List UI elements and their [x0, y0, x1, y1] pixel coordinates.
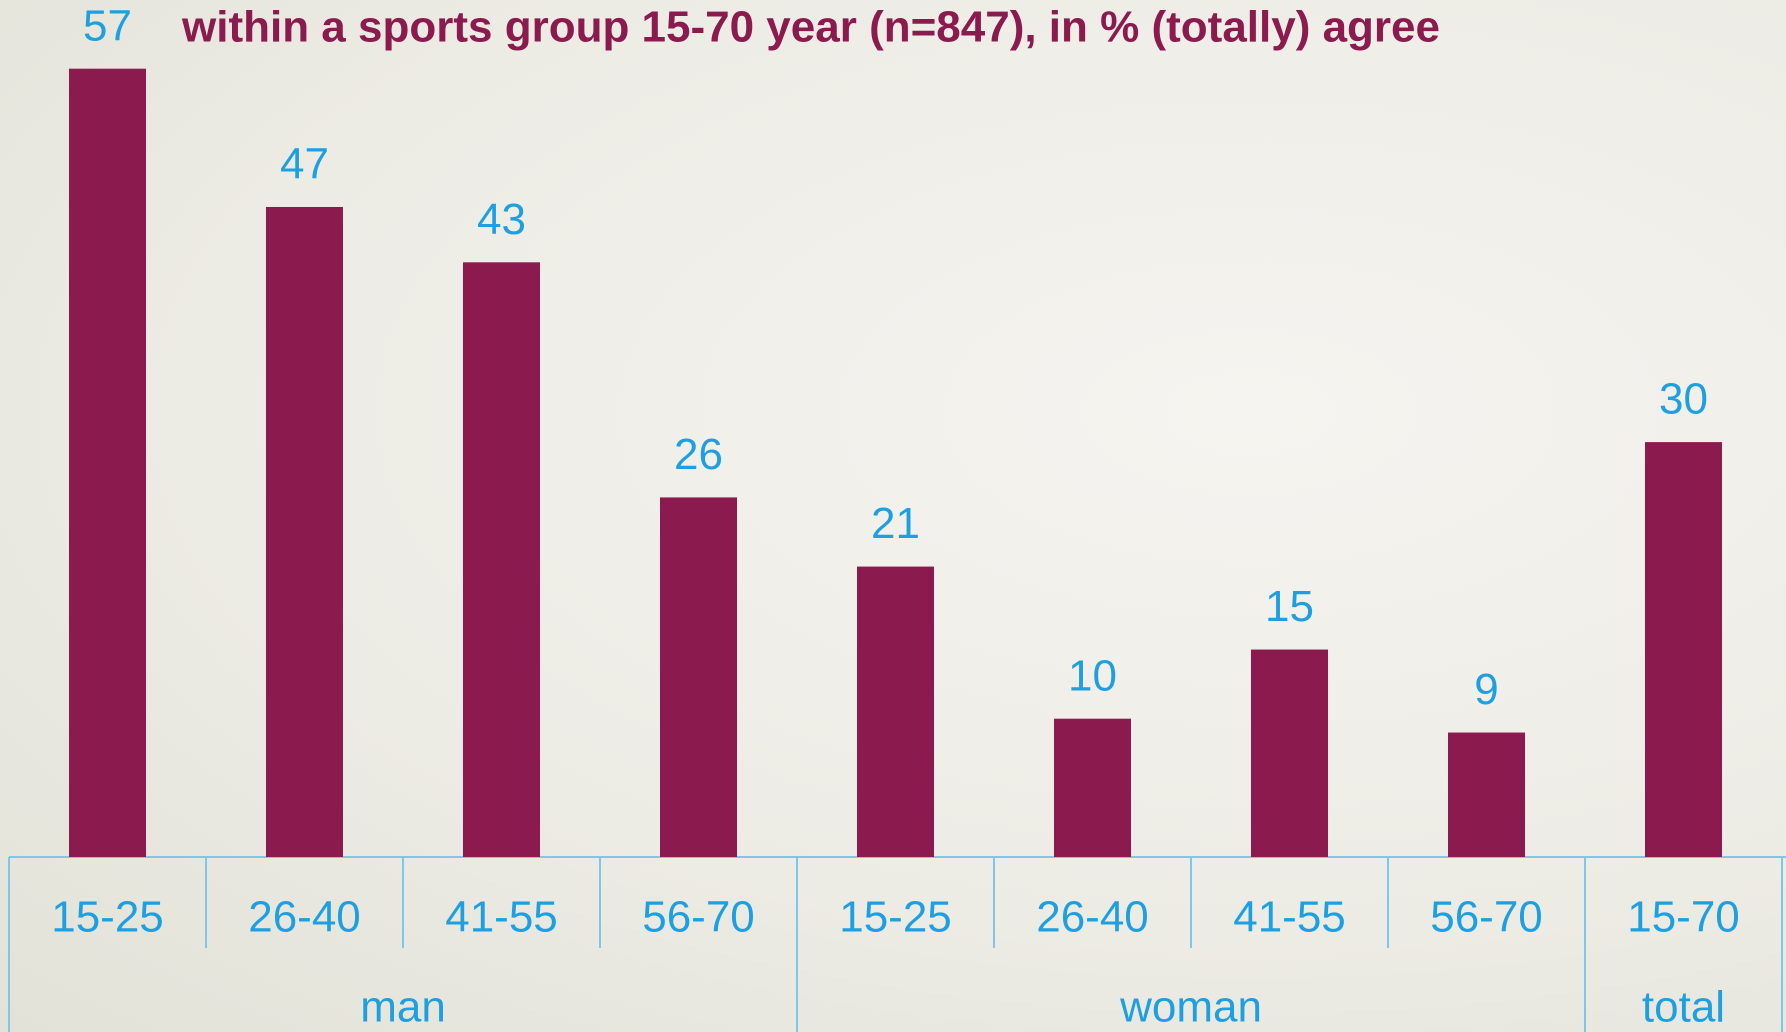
bar	[1054, 719, 1131, 857]
bar	[266, 207, 343, 857]
value-label: 26	[674, 430, 723, 479]
x-tick-label: 15-25	[839, 893, 952, 942]
value-label: 10	[1068, 651, 1117, 700]
x-tick-label: 41-55	[1233, 893, 1346, 942]
x-tick-label: 41-55	[445, 893, 558, 942]
x-tick-label: 26-40	[1036, 893, 1149, 942]
bar	[69, 69, 146, 857]
bar	[1251, 650, 1328, 857]
chart: within a sports group 15-70 year (n=847)…	[0, 0, 1786, 1032]
bar	[1448, 733, 1525, 857]
group-label: woman	[1119, 983, 1262, 1032]
chart-title: within a sports group 15-70 year (n=847)…	[181, 3, 1440, 52]
group-label: total	[1642, 983, 1725, 1032]
value-label: 30	[1659, 375, 1708, 424]
x-tick-label: 15-25	[51, 893, 164, 942]
value-label: 57	[83, 1, 132, 50]
value-label: 9	[1474, 665, 1498, 714]
x-tick-label: 56-70	[1430, 893, 1543, 942]
bar	[857, 567, 934, 857]
group-label: man	[360, 983, 446, 1032]
value-label: 47	[280, 140, 329, 189]
x-tick-label: 26-40	[248, 893, 361, 942]
bar	[463, 262, 540, 857]
bar	[1645, 442, 1722, 857]
x-tick-label: 15-70	[1627, 893, 1740, 942]
value-label: 15	[1265, 582, 1314, 631]
value-label: 43	[477, 195, 526, 244]
value-label: 21	[871, 499, 920, 548]
bar	[660, 497, 737, 857]
x-tick-label: 56-70	[642, 893, 755, 942]
